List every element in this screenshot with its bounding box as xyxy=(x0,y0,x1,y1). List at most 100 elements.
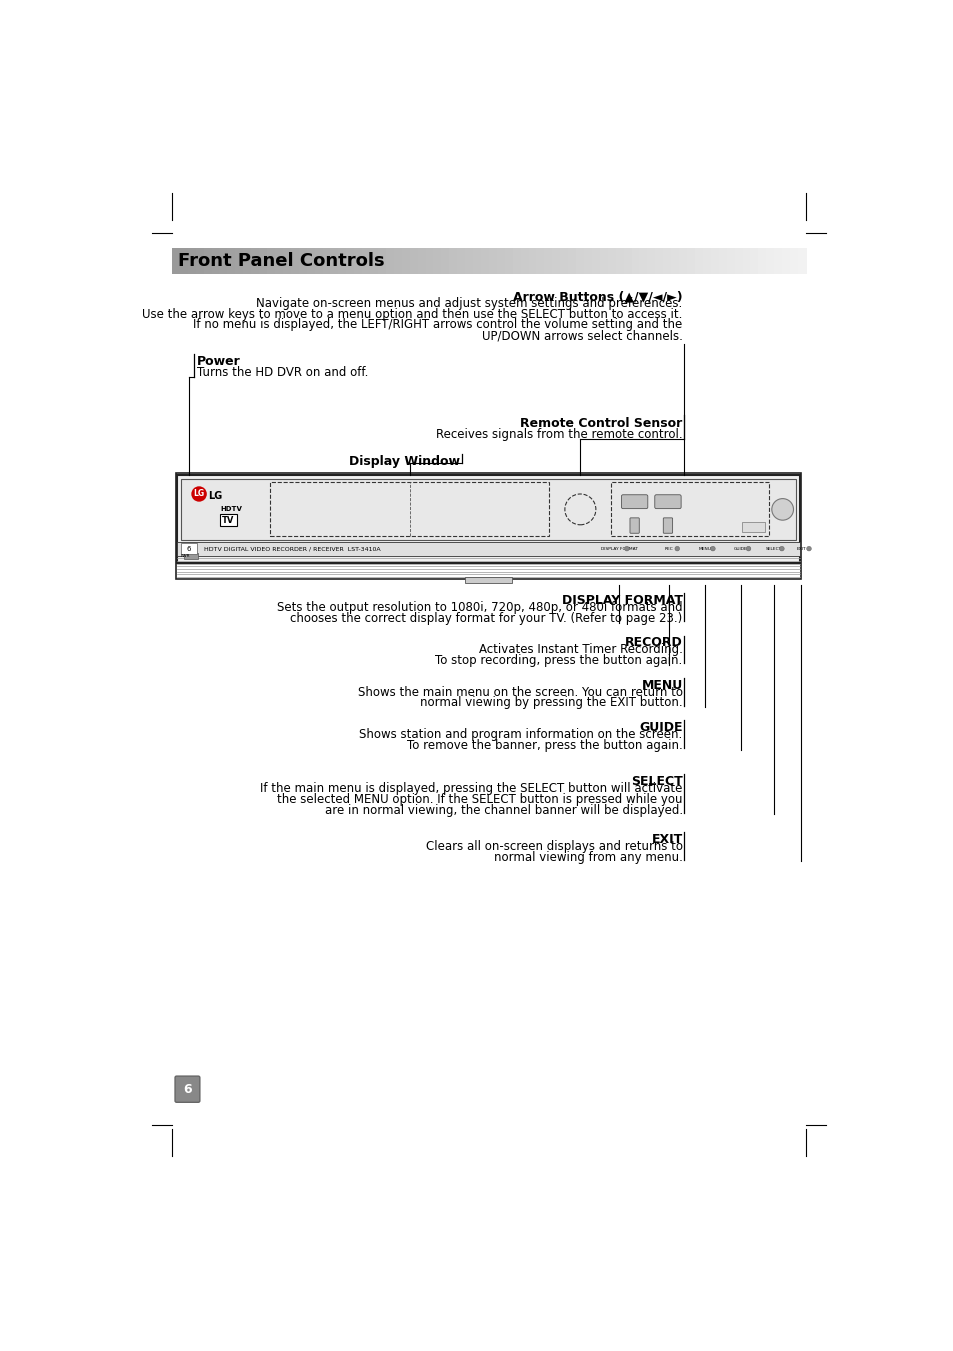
Bar xyxy=(726,249,735,274)
Text: MENU: MENU xyxy=(698,547,711,551)
Bar xyxy=(599,249,608,274)
Bar xyxy=(623,249,632,274)
FancyBboxPatch shape xyxy=(654,494,680,508)
Bar xyxy=(180,249,189,274)
Text: Shows the main menu on the screen. You can return to: Shows the main menu on the screen. You c… xyxy=(357,686,682,698)
Bar xyxy=(774,249,782,274)
Bar xyxy=(362,249,371,274)
Bar xyxy=(177,542,799,555)
Text: GUIDE: GUIDE xyxy=(733,547,747,551)
Text: Activates Instant Timer Recording.: Activates Instant Timer Recording. xyxy=(478,643,682,657)
Bar xyxy=(401,249,410,274)
Bar xyxy=(686,249,695,274)
Bar xyxy=(702,249,711,274)
Bar xyxy=(425,249,434,274)
Bar xyxy=(409,249,418,274)
Bar xyxy=(183,554,197,559)
Text: chooses the correct display format for your TV. (Refer to page 23.): chooses the correct display format for y… xyxy=(290,612,682,624)
Bar xyxy=(615,249,624,274)
Circle shape xyxy=(192,486,207,501)
Text: Clears all on-screen displays and returns to: Clears all on-screen displays and return… xyxy=(425,840,682,852)
Bar xyxy=(528,249,537,274)
Bar xyxy=(298,249,307,274)
Circle shape xyxy=(771,499,793,520)
Bar xyxy=(267,249,275,274)
Bar xyxy=(465,249,474,274)
Bar xyxy=(270,482,549,536)
Bar xyxy=(797,249,806,274)
Bar xyxy=(488,249,497,274)
Circle shape xyxy=(806,546,810,551)
Text: Remote Control Sensor: Remote Control Sensor xyxy=(520,417,682,430)
Text: RECORD: RECORD xyxy=(624,636,682,650)
Bar xyxy=(750,249,759,274)
Bar xyxy=(781,249,790,274)
Bar xyxy=(544,249,553,274)
Text: the selected MENU option. If the SELECT button is pressed while you: the selected MENU option. If the SELECT … xyxy=(277,793,682,805)
Circle shape xyxy=(745,546,750,551)
Bar xyxy=(789,249,798,274)
Bar xyxy=(394,249,402,274)
Bar xyxy=(172,249,180,274)
Bar xyxy=(259,249,268,274)
Bar xyxy=(583,249,592,274)
Text: HDTV DIGITAL VIDEO RECORDER / RECEIVER  LST-3410A: HDTV DIGITAL VIDEO RECORDER / RECEIVER L… xyxy=(204,546,381,551)
Bar xyxy=(576,249,584,274)
Text: Arrow Buttons (▲/▼/◄/►): Arrow Buttons (▲/▼/◄/►) xyxy=(513,290,682,303)
Bar xyxy=(765,249,774,274)
Bar xyxy=(607,249,616,274)
Bar xyxy=(322,249,331,274)
Text: normal viewing from any menu.: normal viewing from any menu. xyxy=(494,851,682,863)
Bar xyxy=(512,249,521,274)
Bar xyxy=(662,249,671,274)
Text: Receives signals from the remote control.: Receives signals from the remote control… xyxy=(436,428,682,440)
Bar xyxy=(235,249,244,274)
Text: LG: LG xyxy=(193,489,205,499)
Bar xyxy=(177,474,799,563)
Text: Display Window: Display Window xyxy=(349,455,459,469)
Bar xyxy=(718,249,727,274)
Text: are in normal viewing, the channel banner will be displayed.: are in normal viewing, the channel banne… xyxy=(324,804,682,816)
Text: TV: TV xyxy=(222,516,234,524)
Bar xyxy=(710,249,719,274)
Circle shape xyxy=(624,546,629,551)
Text: REC: REC xyxy=(664,547,673,551)
Bar xyxy=(219,249,228,274)
Text: normal viewing by pressing the EXIT button.: normal viewing by pressing the EXIT butt… xyxy=(419,697,682,709)
Bar xyxy=(559,249,568,274)
Bar xyxy=(631,249,639,274)
Text: plus: plus xyxy=(220,513,230,519)
Text: SELECT: SELECT xyxy=(630,775,682,788)
Bar xyxy=(346,249,355,274)
Bar xyxy=(283,249,292,274)
Text: LG: LG xyxy=(208,490,222,500)
Bar xyxy=(417,249,426,274)
Text: 6: 6 xyxy=(183,1082,192,1096)
Circle shape xyxy=(674,546,679,551)
Text: Use the arrow keys to move to a menu option and then use the SELECT button to ac: Use the arrow keys to move to a menu opt… xyxy=(142,308,682,320)
Bar xyxy=(740,521,764,532)
Bar xyxy=(441,249,450,274)
Circle shape xyxy=(779,546,783,551)
Bar xyxy=(758,249,766,274)
Text: DISPLAY FORMAT: DISPLAY FORMAT xyxy=(561,594,682,607)
Bar xyxy=(694,249,703,274)
Bar xyxy=(611,482,768,536)
Bar xyxy=(671,249,679,274)
Text: SELECT: SELECT xyxy=(765,547,781,551)
Bar xyxy=(520,249,529,274)
Text: To remove the banner, press the button again.: To remove the banner, press the button a… xyxy=(407,739,682,753)
Text: Navigate on-screen menus and adjust system settings and preferences.: Navigate on-screen menus and adjust syst… xyxy=(256,297,682,309)
Text: If no menu is displayed, the LEFT/RIGHT arrows control the volume setting and th: If no menu is displayed, the LEFT/RIGHT … xyxy=(193,319,682,331)
FancyBboxPatch shape xyxy=(662,517,672,534)
Text: HDTV: HDTV xyxy=(220,507,242,512)
Bar xyxy=(734,249,742,274)
Bar xyxy=(473,249,481,274)
Bar xyxy=(306,249,315,274)
Text: Power: Power xyxy=(196,355,240,369)
Bar xyxy=(386,249,395,274)
Bar xyxy=(188,249,196,274)
Text: PWR: PWR xyxy=(180,554,190,558)
Bar xyxy=(274,249,283,274)
Bar xyxy=(497,249,505,274)
